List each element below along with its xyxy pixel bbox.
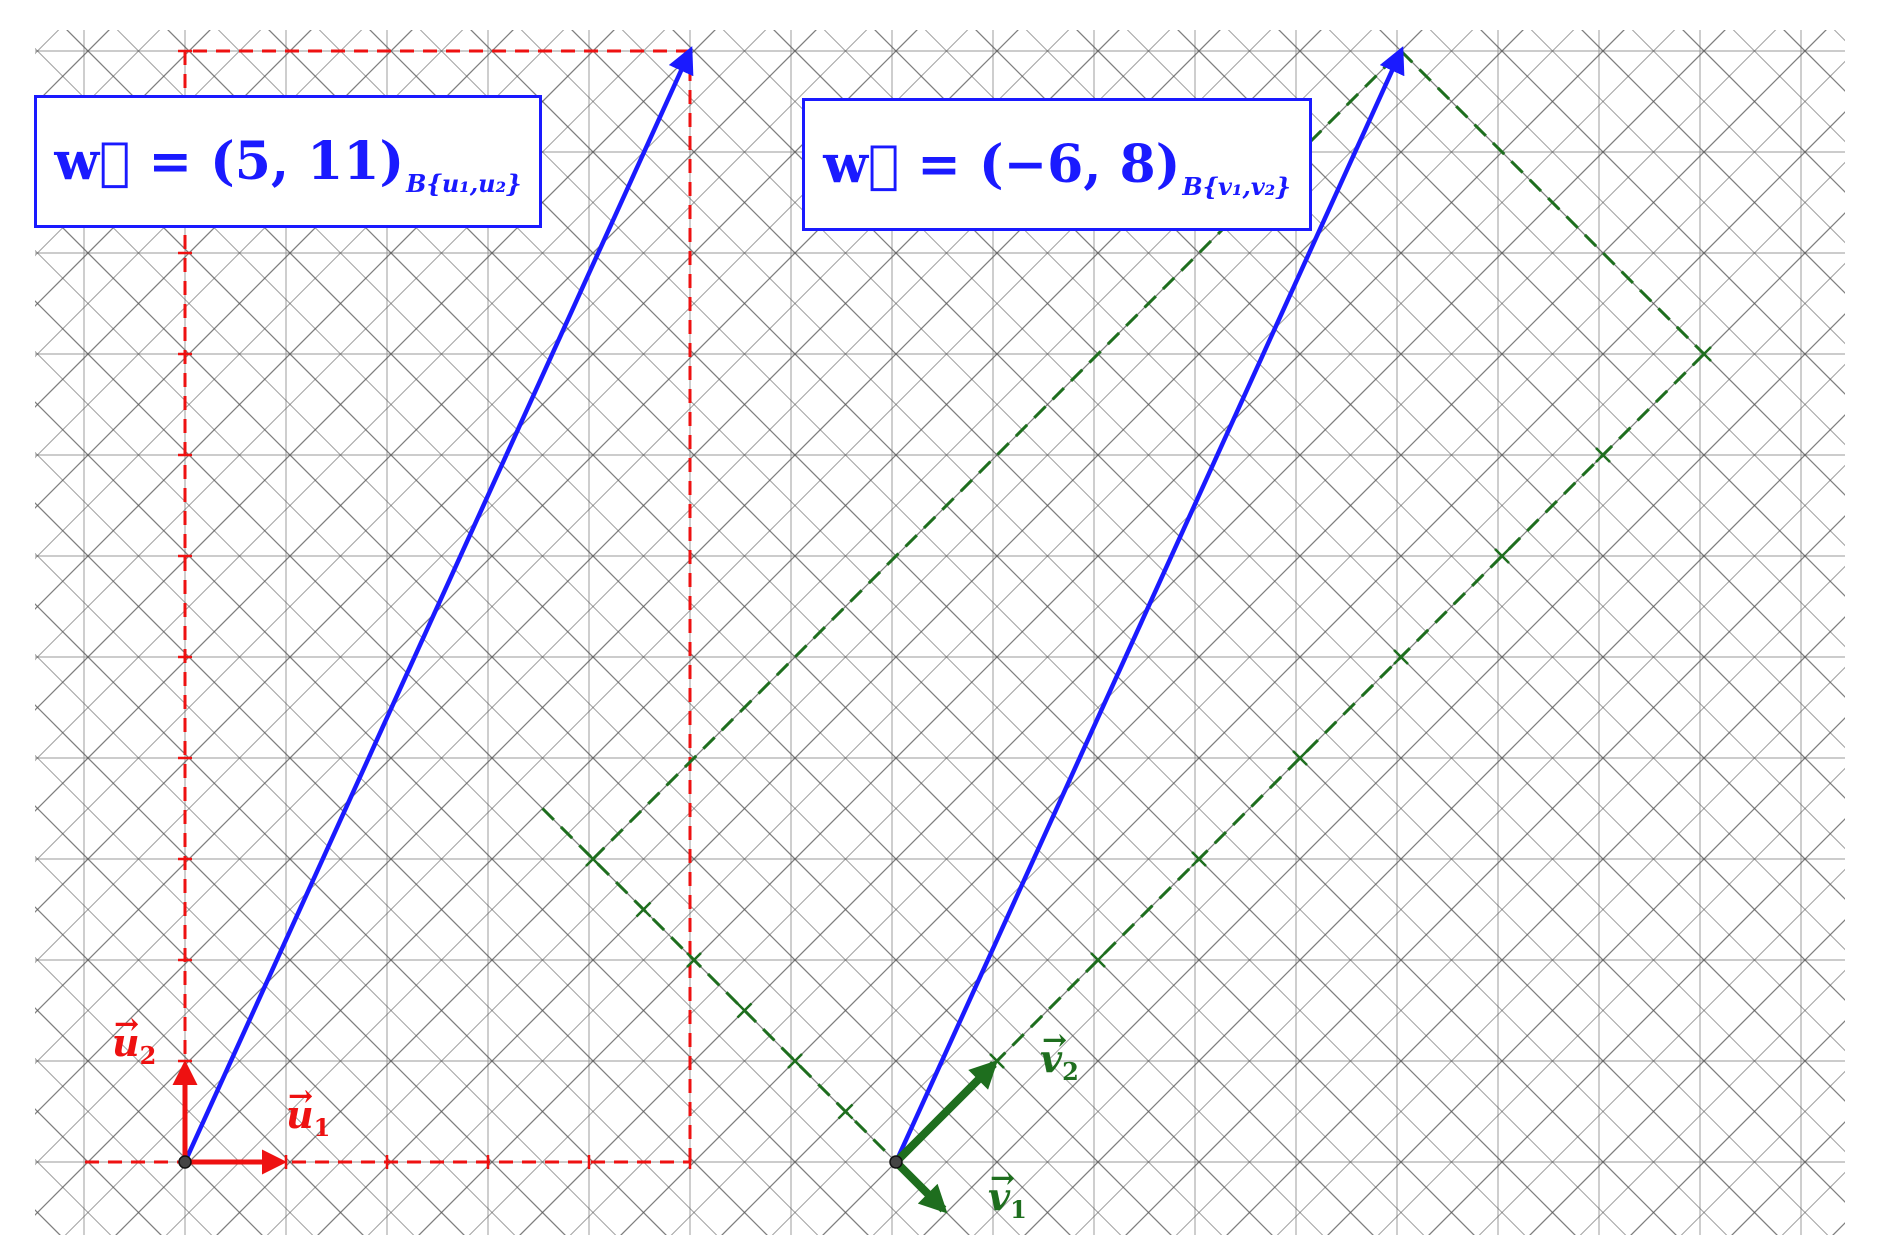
u2-base: u: [112, 1020, 140, 1065]
u1-label: → u1: [286, 1082, 331, 1142]
grid-diagonal-line: [0, 0, 18, 1254]
grid-diagonal-line: [1219, 0, 1878, 1254]
v2-label: → v2: [1040, 1026, 1079, 1086]
v2-tick: [1393, 649, 1409, 665]
grid-diagonal-line: [1623, 0, 1878, 1254]
grid-diagonal-line: [1825, 0, 1878, 1254]
v1-arrow-glyph: →: [990, 1161, 1016, 1196]
v-parallel-left: [591, 49, 1403, 861]
v2-vector: [893, 1060, 998, 1165]
u2-label: → u2: [112, 1010, 157, 1070]
v1-axis-dashed: [541, 807, 898, 1164]
u1-arrow-glyph: →: [288, 1079, 314, 1114]
v2-tick: [1595, 447, 1611, 463]
u2-index: 2: [139, 1041, 157, 1070]
w-coords-basis-u-text: w⃗ = (5, 11): [54, 131, 405, 192]
v1-tick: [635, 901, 652, 918]
v1-tick: [787, 1053, 803, 1069]
vectors: [172, 46, 1405, 1214]
v1-base: v: [988, 1174, 1011, 1219]
v1-vector: [893, 1159, 948, 1214]
u1-index: 1: [313, 1113, 331, 1142]
basis-v-subscript: B{v₁,v₂}: [1182, 172, 1291, 201]
grid-diagonal-line: [1623, 0, 1878, 1254]
w-vector-basis-u: [182, 46, 694, 1163]
v2-index: 2: [1062, 1057, 1079, 1086]
v2-base: v: [1040, 1036, 1063, 1081]
v2-tick: [1292, 750, 1308, 766]
v-parallel-top: [1399, 49, 1706, 356]
u1-base: u: [286, 1092, 314, 1137]
w-vector-basis-v: [893, 46, 1405, 1163]
w-coords-basis-u-label: w⃗ = (5, 11) B{u₁,u₂}: [34, 95, 542, 228]
v2-tick: [1494, 548, 1510, 564]
grid-diagonal-line: [1219, 0, 1878, 1254]
v1-tick: [837, 1103, 854, 1120]
grid-diagonal-line: [1573, 0, 1878, 1254]
u2-arrow-glyph: →: [114, 1007, 140, 1042]
v1-tick: [585, 851, 601, 867]
v1-tick: [686, 952, 702, 968]
v1-index: 1: [1010, 1195, 1027, 1224]
basis-u-subscript: B{u₁,u₂}: [406, 169, 522, 198]
origin-point-u: [178, 1155, 192, 1169]
v2-tick: [1191, 851, 1207, 867]
v2-axis-dashed: [894, 352, 1706, 1164]
grid-diagonal-line: [1825, 0, 1878, 1254]
v2-arrow-glyph: →: [1042, 1023, 1068, 1058]
origin-point-v: [889, 1155, 903, 1169]
v2-tick: [1090, 952, 1106, 968]
v1-label: → v1: [988, 1164, 1027, 1224]
w-coords-basis-v-text: w⃗ = (−6, 8): [823, 134, 1181, 195]
v2-tick: [1696, 346, 1712, 362]
w-coords-basis-v-label: w⃗ = (−6, 8) B{v₁,v₂}: [802, 98, 1312, 231]
v1-tick: [736, 1002, 753, 1019]
grid-diagonal-line: [0, 0, 18, 1254]
grid-diagonal-line: [1573, 0, 1878, 1254]
